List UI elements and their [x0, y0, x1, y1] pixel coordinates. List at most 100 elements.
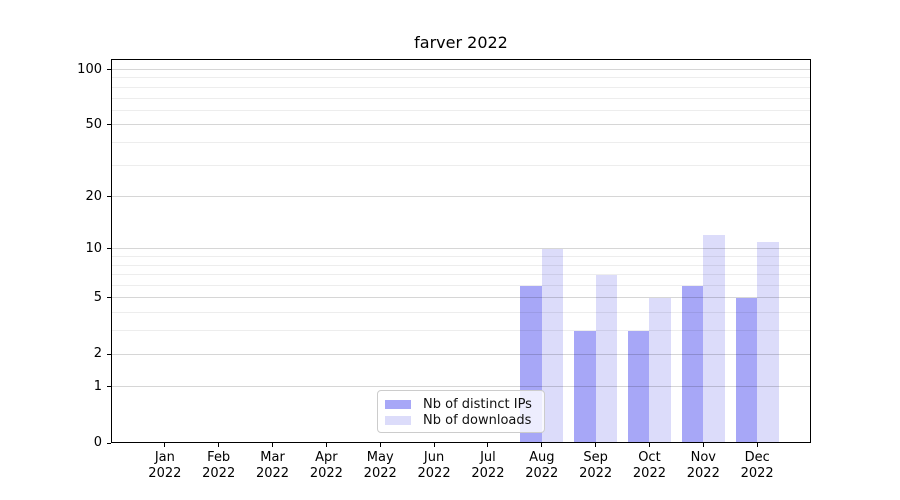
gridline-minor-4	[111, 312, 811, 314]
x-tick-label-month: May	[366, 450, 394, 465]
y-tick-10	[107, 248, 111, 250]
y-tick-label-2: 2	[93, 346, 102, 362]
x-tick-nov	[702, 443, 704, 447]
x-tick-feb	[218, 443, 220, 447]
gridline-major-100	[111, 69, 811, 70]
x-tick-sep	[595, 443, 597, 447]
y-tick-100	[107, 69, 111, 70]
gridline-minor-8	[111, 264, 811, 266]
x-tick-label-month: Dec	[744, 450, 770, 465]
gridline-minor-7	[111, 274, 811, 276]
y-tick-label-0: 0	[93, 435, 102, 450]
chart-title: farver 2022	[414, 33, 508, 52]
x-tick-mar	[272, 443, 274, 447]
gridline-minor-3	[111, 330, 811, 332]
bar-nb-of-distinct-ips-oct	[627, 330, 650, 443]
x-tick-label-aug: Aug 2022	[512, 450, 572, 482]
gridline-minor-30	[111, 164, 811, 166]
legend-swatch-distinct-ips	[385, 399, 411, 409]
gridline-major-10	[111, 248, 811, 250]
x-tick-label-year: 2022	[579, 466, 613, 481]
bar-nb-of-distinct-ips-sep	[574, 330, 596, 443]
x-tick-label-month: Aug	[529, 450, 555, 465]
x-tick-label-oct: Oct 2022	[619, 450, 679, 482]
x-tick-label-year: 2022	[417, 466, 451, 481]
x-tick-aug	[541, 443, 543, 447]
bar-nb-of-downloads-nov	[703, 235, 725, 443]
x-tick-label-year: 2022	[632, 466, 666, 481]
x-tick-label-year: 2022	[471, 466, 505, 481]
x-tick-label-month: Mar	[260, 450, 285, 465]
y-tick-label-50: 50	[85, 116, 102, 132]
gridline-minor-90	[111, 77, 811, 79]
x-tick-label-month: Oct	[638, 450, 661, 465]
gridline-minor-40	[111, 141, 811, 143]
x-tick-label-mar: Mar 2022	[243, 450, 303, 482]
x-tick-apr	[325, 443, 327, 447]
bar-nb-of-downloads-sep	[595, 274, 618, 443]
x-tick-jul	[487, 443, 489, 447]
x-tick-label-apr: Apr 2022	[296, 450, 356, 482]
bar-nb-of-distinct-ips-dec	[735, 298, 758, 443]
gridline-major-50	[111, 124, 811, 126]
gridline-minor-60	[111, 109, 811, 111]
bar-nb-of-downloads-aug	[541, 248, 564, 443]
y-tick-label-20: 20	[85, 188, 102, 204]
y-tick-label-10: 10	[85, 240, 102, 256]
bar-nb-of-distinct-ips-nov	[681, 285, 704, 443]
gridline-minor-70	[111, 97, 811, 99]
legend-label-distinct-ips: Nb of distinct IPs	[423, 396, 532, 412]
x-tick-label-month: Nov	[690, 450, 716, 465]
x-tick-label-year: 2022	[686, 466, 720, 481]
x-tick-label-sep: Sep 2022	[566, 450, 626, 482]
bar-nb-of-downloads-dec	[757, 241, 779, 443]
x-tick-label-jan: Jan 2022	[135, 450, 195, 482]
x-tick-label-month: Jun	[423, 450, 445, 465]
legend: Nb of distinct IPs Nb of downloads	[377, 390, 545, 433]
x-tick-label-year: 2022	[202, 466, 236, 481]
x-tick-label-feb: Feb 2022	[189, 450, 249, 482]
y-tick-label-100: 100	[77, 61, 102, 77]
x-tick-jun	[433, 443, 435, 447]
x-tick-dec	[756, 443, 758, 447]
x-tick-label-year: 2022	[309, 466, 343, 481]
legend-label-downloads: Nb of downloads	[423, 412, 532, 428]
x-tick-label-may: May 2022	[350, 450, 410, 482]
x-tick-may	[379, 443, 381, 447]
x-tick-label-month: Jan	[154, 450, 175, 465]
x-tick-jan	[164, 443, 166, 447]
bar-nb-of-downloads-oct	[649, 298, 671, 443]
y-tick-label-1: 1	[93, 378, 102, 394]
y-tick-label-5: 5	[93, 289, 102, 305]
legend-item-downloads: Nb of downloads	[385, 412, 536, 428]
plot-area: Nb of distinct IPs Nb of downloads	[111, 59, 811, 443]
y-tick-0	[107, 442, 111, 444]
gridline-major-2	[111, 353, 811, 355]
gridline-minor-9	[111, 256, 811, 258]
y-tick-50	[107, 124, 111, 126]
y-tick-5	[107, 297, 111, 299]
x-tick-label-nov: Nov 2022	[673, 450, 733, 482]
x-tick-label-jul: Jul 2022	[458, 450, 518, 482]
legend-swatch-downloads	[385, 415, 411, 425]
y-tick-1	[107, 386, 111, 388]
x-tick-label-year: 2022	[740, 466, 774, 481]
y-tick-2	[107, 353, 111, 355]
x-tick-label-month: Sep	[583, 450, 608, 465]
gridline-minor-80	[111, 86, 811, 88]
x-tick-label-year: 2022	[255, 466, 290, 481]
x-tick-label-year: 2022	[525, 466, 559, 481]
x-tick-label-month: Apr	[315, 450, 338, 465]
x-tick-oct	[648, 443, 650, 447]
x-tick-label-dec: Dec 2022	[727, 450, 787, 482]
gridline-major-1	[111, 386, 811, 388]
x-tick-label-year: 2022	[363, 466, 397, 481]
x-tick-label-jun: Jun 2022	[404, 450, 464, 482]
gridline-minor-6	[111, 285, 811, 287]
legend-item-distinct-ips: Nb of distinct IPs	[385, 396, 536, 412]
gridline-major-5	[111, 297, 811, 299]
x-tick-label-year: 2022	[148, 466, 182, 481]
y-tick-20	[107, 196, 111, 198]
gridline-major-20	[111, 196, 811, 198]
